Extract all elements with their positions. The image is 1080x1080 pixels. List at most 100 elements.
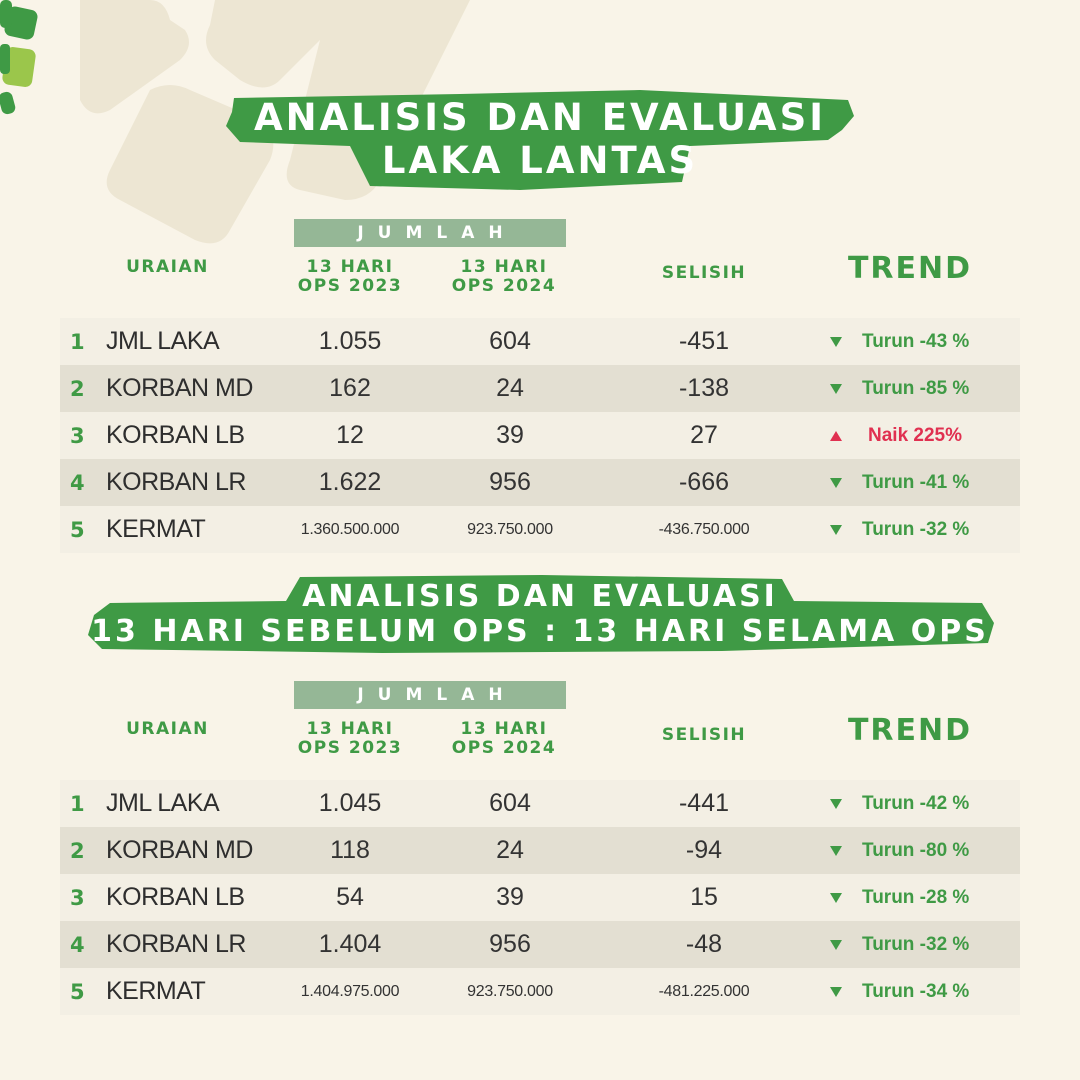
col-2024-header: 13 HARI OPS 2024 — [451, 257, 557, 296]
table-row: 5 KERMAT 1.360.500.000 923.750.000 -436.750.… — [60, 506, 1020, 553]
section-2-title-line-2: 13 HARI SEBELUM OPS : 13 HARI SELAMA OPS — [91, 614, 989, 649]
table-row: 1 JML LAKA 1.055 604 -451 Turun -43 % — [60, 318, 1020, 365]
ops-2023-cell: 162 — [329, 374, 371, 402]
uraian-cell: KORBAN LB — [106, 421, 245, 449]
section-2-rows: 1 JML LAKA 1.045 604 -441 Turun -42 % 2 KORBAN … — [60, 780, 1020, 1015]
trend-cell: Naik 225% — [830, 412, 1020, 459]
triangle-down-icon — [830, 798, 842, 809]
selisih-cell: -481.225.000 — [658, 982, 750, 1000]
table-row: 4 KORBAN LR 1.622 956 -666 Turun -41 % — [60, 459, 1020, 506]
selisih-cell: -451 — [678, 327, 730, 355]
triangle-down-icon — [830, 892, 842, 903]
ops-2023-cell: 1.404.975.000 — [300, 982, 400, 1000]
ops-2023-cell: 12 — [336, 421, 364, 449]
row-number: 3 — [70, 885, 85, 910]
trend-header: TREND — [847, 251, 973, 286]
trend-label: Naik 225% — [868, 424, 963, 446]
ops-2024-cell: 956 — [489, 930, 531, 958]
selisih-header: SELISIH — [661, 263, 747, 283]
triangle-down-icon — [830, 986, 842, 997]
trend-cell: Turun -34 % — [830, 968, 1020, 1015]
trend-label: Turun -43 % — [862, 330, 970, 352]
trend-cell: Turun -43 % — [830, 318, 1020, 365]
ops-2024-cell: 604 — [489, 789, 531, 817]
uraian-cell: KORBAN LB — [106, 883, 245, 911]
section-1-title-line-2: LAKA LANTAS — [381, 139, 699, 182]
row-number: 2 — [70, 376, 85, 401]
table-row: 2 KORBAN MD 162 24 -138 Turun -85 % — [60, 365, 1020, 412]
ops-2024-cell: 923.750.000 — [467, 982, 553, 1000]
table-row: 5 KERMAT 1.404.975.000 923.750.000 -481.225.… — [60, 968, 1020, 1015]
row-number: 4 — [70, 932, 85, 957]
ops-2023-cell: 1.404 — [318, 930, 382, 958]
table-row: 4 KORBAN LR 1.404 956 -48 Turun -32 % — [60, 921, 1020, 968]
triangle-down-icon — [830, 845, 842, 856]
triangle-up-icon — [830, 430, 842, 441]
uraian-cell: KORBAN LR — [106, 468, 246, 496]
trend-cell: Turun -32 % — [830, 921, 1020, 968]
ops-2024-cell: 956 — [489, 468, 531, 496]
ops-2024-cell: 24 — [496, 374, 524, 402]
ops-2023-cell: 1.360.500.000 — [300, 520, 400, 538]
ops-2023-cell: 1.045 — [318, 789, 382, 817]
section-1-title-line-1: ANALISIS DAN EVALUASI — [254, 96, 826, 139]
jumlah-header: JUMLAH — [294, 219, 566, 247]
table-row: 2 KORBAN MD 118 24 -94 Turun -80 % — [60, 827, 1020, 874]
uraian-header: URAIAN — [126, 719, 209, 739]
ops-2023-cell: 1.055 — [318, 327, 382, 355]
row-number: 1 — [70, 791, 85, 816]
row-number: 4 — [70, 470, 85, 495]
trend-cell: Turun -41 % — [830, 459, 1020, 506]
selisih-cell: 15 — [690, 883, 718, 911]
uraian-cell: KERMAT — [106, 977, 206, 1005]
selisih-header: SELISIH — [661, 725, 747, 745]
uraian-cell: KORBAN MD — [106, 374, 253, 402]
triangle-down-icon — [830, 383, 842, 394]
uraian-cell: KERMAT — [106, 515, 206, 543]
row-number: 2 — [70, 838, 85, 863]
uraian-cell: KORBAN MD — [106, 836, 253, 864]
col-2023-header: 13 HARI OPS 2023 — [297, 257, 403, 296]
selisih-cell: -436.750.000 — [658, 520, 750, 538]
triangle-down-icon — [830, 939, 842, 950]
ops-2024-cell: 604 — [489, 327, 531, 355]
selisih-cell: -441 — [678, 789, 730, 817]
ops-2024-cell: 24 — [496, 836, 524, 864]
ops-2023-cell: 54 — [336, 883, 364, 911]
trend-cell: Turun -85 % — [830, 365, 1020, 412]
jumlah-header: JUMLAH — [294, 681, 566, 709]
triangle-down-icon — [830, 477, 842, 488]
triangle-down-icon — [830, 524, 842, 535]
trend-label: Turun -80 % — [862, 839, 970, 861]
uraian-header: URAIAN — [126, 257, 209, 277]
ops-2023-cell: 1.622 — [318, 468, 382, 496]
uraian-cell: JML LAKA — [106, 789, 220, 817]
trend-label: Turun -32 % — [862, 518, 970, 540]
ops-2024-cell: 923.750.000 — [467, 520, 553, 538]
trend-label: Turun -85 % — [862, 377, 970, 399]
uraian-cell: KORBAN LR — [106, 930, 246, 958]
selisih-cell: -48 — [685, 930, 723, 958]
trend-label: Turun -34 % — [862, 980, 970, 1002]
ops-2023-cell: 118 — [330, 836, 370, 864]
trend-cell: Turun -80 % — [830, 827, 1020, 874]
ops-2024-cell: 39 — [496, 883, 524, 911]
row-number: 5 — [70, 979, 85, 1004]
section-2-title-line-1: ANALISIS DAN EVALUASI — [302, 579, 778, 614]
trend-label: Turun -32 % — [862, 933, 970, 955]
selisih-cell: -138 — [678, 374, 730, 402]
trend-header: TREND — [847, 713, 973, 748]
triangle-down-icon — [830, 336, 842, 347]
col-2024-header: 13 HARI OPS 2024 — [451, 719, 557, 758]
table-row: 3 KORBAN LB 12 39 27 Naik 225% — [60, 412, 1020, 459]
section-1-title-banner: ANALISIS DAN EVALUASI LAKA LANTAS — [220, 86, 860, 194]
selisih-cell: -666 — [678, 468, 730, 496]
uraian-cell: JML LAKA — [106, 327, 220, 355]
corner-decoration-icon — [0, 0, 38, 115]
brush-stroke-shape — [226, 90, 854, 190]
table-row: 3 KORBAN LB 54 39 15 Turun -28 % — [60, 874, 1020, 921]
table-row: 1 JML LAKA 1.045 604 -441 Turun -42 % — [60, 780, 1020, 827]
section-2-title-banner: ANALISIS DAN EVALUASI 13 HARI SEBELUM OP… — [82, 573, 998, 657]
trend-label: Turun -41 % — [862, 471, 970, 493]
